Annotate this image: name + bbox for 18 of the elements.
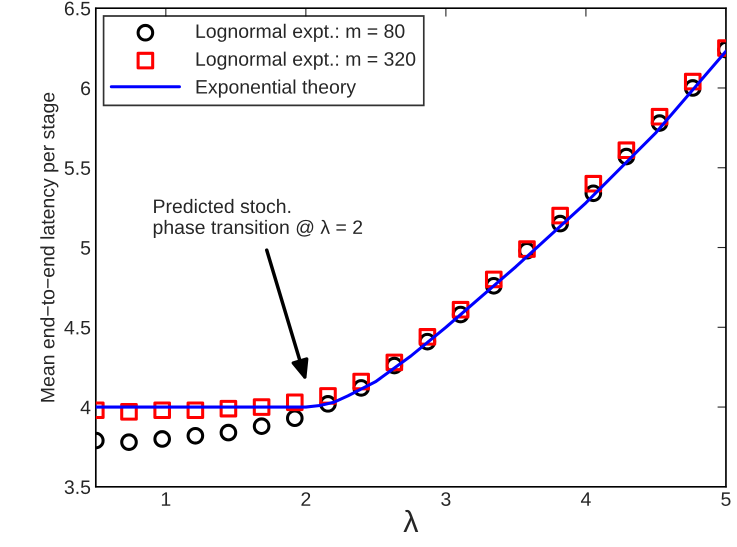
y-tick-label: 4.5: [64, 320, 90, 335]
y-axis-title: Mean end−to−end latency per stage: [40, 92, 58, 402]
x-axis-title: λ: [403, 510, 418, 532]
y-tick-label: 4: [80, 400, 90, 414]
y-tick-label: 3.5: [64, 480, 90, 494]
y-tick-label: 5: [80, 241, 90, 255]
y-tick-label: 5.5: [64, 161, 90, 175]
annotation: Predicted stoch. phase transition @ λ = 2: [154, 198, 362, 238]
x-tick-label: 1: [162, 492, 170, 506]
x-tick-label: 2: [301, 492, 310, 506]
legend-label: Lognormal expt.: m = 80: [196, 24, 404, 42]
legend-label: Exponential theory: [196, 79, 356, 98]
y-tick-label: 6.5: [64, 2, 90, 16]
x-tick-label: 3: [441, 492, 450, 506]
y-tick-label: 6: [81, 81, 90, 96]
x-tick-label: 4: [580, 492, 591, 506]
legend-label: Lognormal expt.: m = 320: [196, 52, 416, 70]
x-tick-label: 5: [721, 492, 731, 506]
